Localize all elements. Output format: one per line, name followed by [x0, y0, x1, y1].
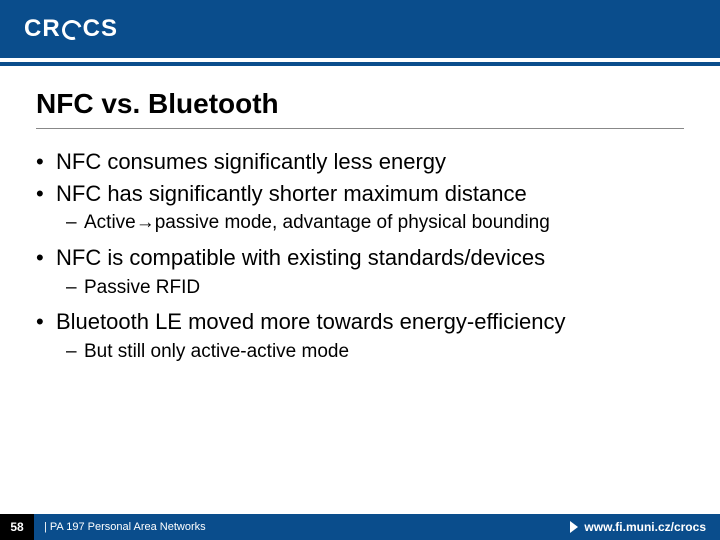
slide-content: NFC vs. Bluetooth NFC consumes significa…: [0, 66, 720, 366]
list-item: NFC consumes significantly less energy: [36, 147, 684, 177]
bullet-list: NFC consumes significantly less energy N…: [36, 147, 684, 366]
logo-text-left: CR: [24, 15, 61, 43]
list-item: But still only active-active mode: [36, 339, 684, 366]
arrow-right-icon: [570, 521, 578, 533]
slide-footer: 58 | PA 197 Personal Area Networks www.f…: [0, 514, 720, 540]
footer-url: www.fi.muni.cz/crocs: [584, 520, 706, 534]
logo-ring-icon: [58, 17, 85, 44]
page-number: 58: [0, 514, 34, 540]
logo-text-right: CS: [83, 15, 118, 43]
title-underline: [36, 128, 684, 129]
logo: CR CS: [24, 15, 118, 43]
list-item: Active→passive mode, advantage of physic…: [36, 210, 684, 237]
footer-course-text: | PA 197 Personal Area Networks: [44, 521, 570, 533]
list-item: Passive RFID: [36, 275, 684, 302]
list-item: NFC is compatible with existing standard…: [36, 243, 684, 273]
slide-header: CR CS: [0, 0, 720, 58]
list-item: Bluetooth LE moved more towards energy-e…: [36, 307, 684, 337]
slide-title: NFC vs. Bluetooth: [36, 88, 684, 120]
list-item: NFC has significantly shorter maximum di…: [36, 179, 684, 209]
